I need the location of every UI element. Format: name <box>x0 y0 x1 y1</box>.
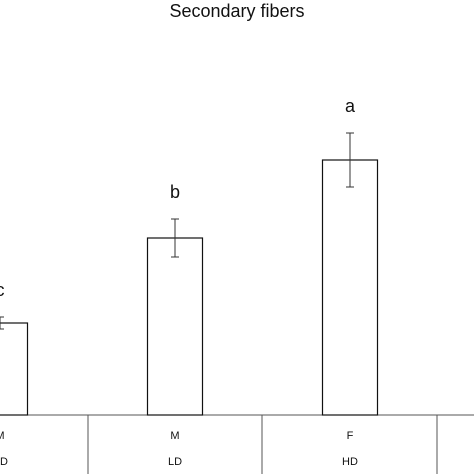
bar <box>0 322 29 416</box>
bar <box>146 237 204 416</box>
group-label: HD <box>342 456 358 468</box>
chart-title: Secondary fibers <box>169 1 304 21</box>
significance-letter: b <box>170 182 180 202</box>
x-tick-label: F <box>347 430 354 442</box>
group-label: LD <box>168 456 182 468</box>
x-tick-label: M <box>0 430 5 442</box>
significance-letter: c <box>0 280 5 300</box>
significance-letter: a <box>345 96 356 116</box>
x-tick-label: M <box>170 430 179 442</box>
group-label: HD <box>0 456 8 468</box>
bar <box>321 159 379 416</box>
